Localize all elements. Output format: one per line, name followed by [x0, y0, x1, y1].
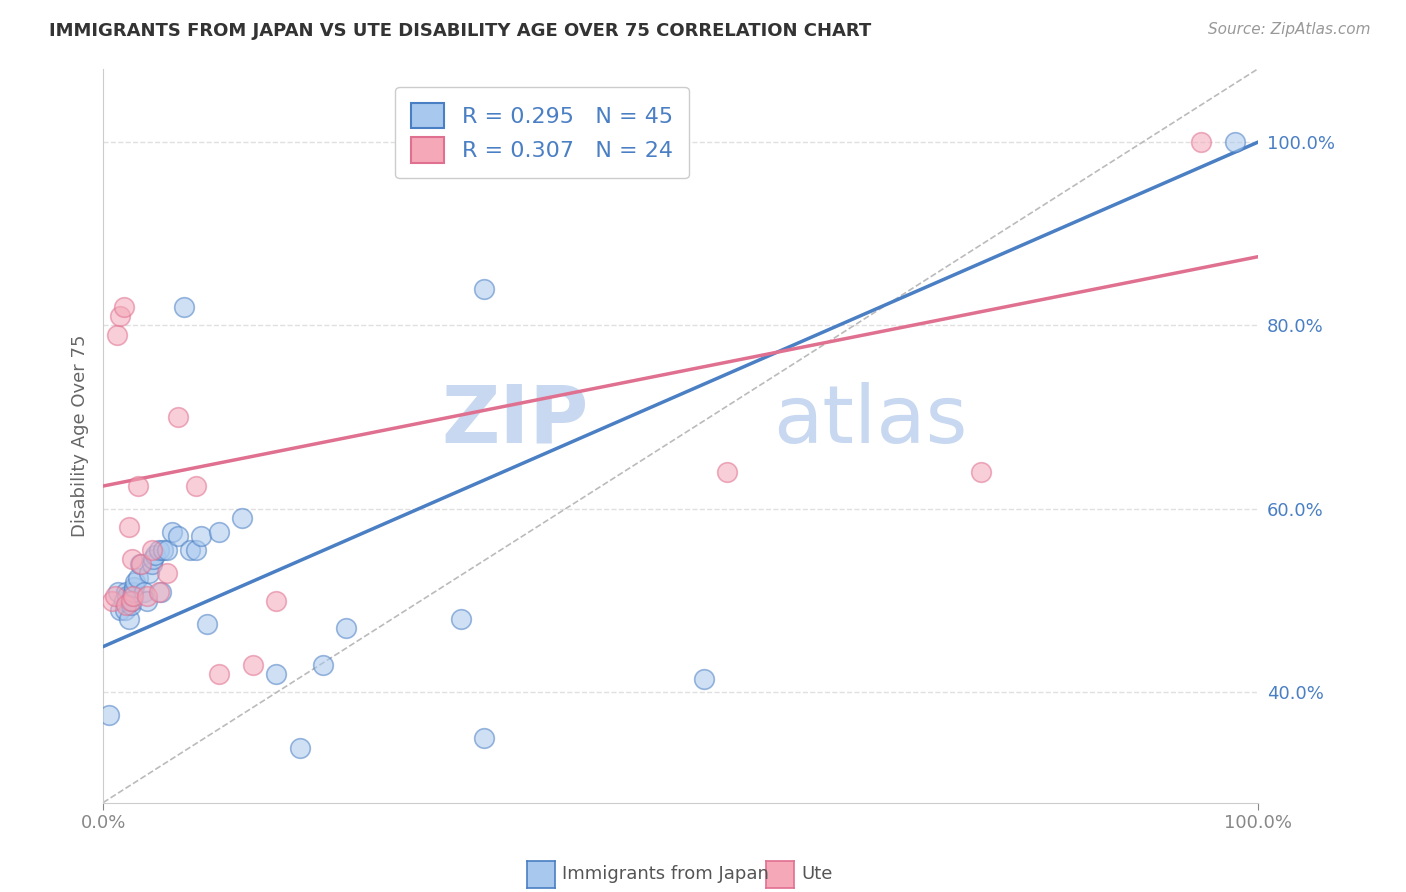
Point — [97, 708, 120, 723]
Point — [231, 511, 253, 525]
Point — [104, 589, 127, 603]
Point — [242, 657, 264, 672]
Point — [117, 589, 139, 603]
Point — [138, 566, 160, 581]
Point — [121, 589, 143, 603]
Point — [474, 282, 496, 296]
Point — [112, 300, 135, 314]
Point — [195, 616, 218, 631]
Text: Ute: Ute — [801, 865, 832, 883]
Point — [208, 667, 231, 681]
Point — [173, 300, 195, 314]
Point — [141, 557, 163, 571]
Point — [208, 524, 231, 539]
Point — [121, 552, 143, 566]
Point — [129, 557, 152, 571]
Point — [167, 410, 190, 425]
Text: Immigrants from Japan: Immigrants from Japan — [562, 865, 769, 883]
Point — [120, 599, 142, 613]
Text: Source: ZipAtlas.com: Source: ZipAtlas.com — [1208, 22, 1371, 37]
Point — [132, 584, 155, 599]
Point — [162, 524, 184, 539]
Legend: R = 0.295   N = 45, R = 0.307   N = 24: R = 0.295 N = 45, R = 0.307 N = 24 — [395, 87, 689, 178]
Point — [335, 621, 357, 635]
Point — [115, 584, 138, 599]
Point — [266, 667, 288, 681]
Point — [311, 657, 333, 672]
Point — [184, 543, 207, 558]
Point — [110, 310, 132, 324]
Point — [107, 584, 129, 599]
Point — [115, 599, 138, 613]
Point — [136, 589, 159, 603]
Text: atlas: atlas — [773, 382, 967, 460]
Y-axis label: Disability Age Over 75: Disability Age Over 75 — [72, 334, 89, 537]
Point — [156, 543, 179, 558]
Point — [110, 603, 132, 617]
Point — [120, 593, 142, 607]
Point — [127, 479, 149, 493]
Point — [1225, 135, 1247, 149]
Point — [450, 612, 472, 626]
Text: IMMIGRANTS FROM JAPAN VS UTE DISABILITY AGE OVER 75 CORRELATION CHART: IMMIGRANTS FROM JAPAN VS UTE DISABILITY … — [49, 22, 872, 40]
Point — [148, 584, 170, 599]
Point — [190, 529, 212, 543]
Point — [143, 548, 166, 562]
Point — [179, 543, 201, 558]
Point — [167, 529, 190, 543]
Point — [101, 593, 124, 607]
Point — [184, 479, 207, 493]
Point — [122, 589, 145, 603]
Point — [121, 593, 143, 607]
Point — [124, 580, 146, 594]
Text: ZIP: ZIP — [441, 382, 588, 460]
Point — [117, 612, 139, 626]
Point — [149, 584, 172, 599]
Point — [141, 543, 163, 558]
Point — [142, 552, 165, 566]
Point — [156, 566, 179, 581]
Point — [474, 731, 496, 746]
Point — [288, 740, 311, 755]
Point — [129, 557, 152, 571]
Point — [716, 465, 738, 479]
Point — [117, 520, 139, 534]
Point — [127, 571, 149, 585]
Point — [266, 593, 288, 607]
Point — [136, 593, 159, 607]
Point — [1189, 135, 1212, 149]
Point — [118, 593, 141, 607]
Point — [693, 672, 716, 686]
Point — [122, 584, 145, 599]
Point — [148, 543, 170, 558]
Point — [105, 327, 128, 342]
Point — [112, 593, 135, 607]
Point — [124, 575, 146, 590]
Point — [114, 603, 136, 617]
Point — [152, 543, 174, 558]
Point — [970, 465, 993, 479]
